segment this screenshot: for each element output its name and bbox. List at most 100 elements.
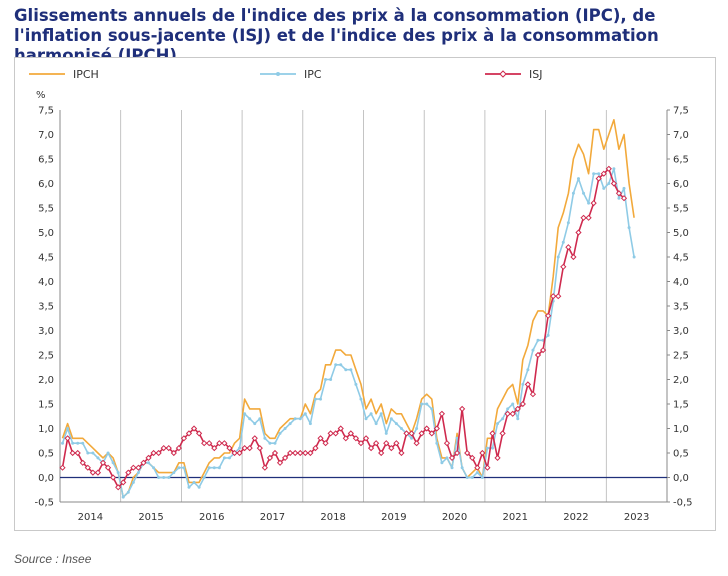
point-ipc [131,480,135,484]
point-isj [499,430,506,437]
point-ipc [283,427,287,430]
x-year-label: 2014 [78,512,103,523]
point-isj [484,464,491,471]
point-ipc [597,172,601,176]
y-tick-label-left: 1,5 [38,400,54,411]
point-isj [276,459,284,466]
point-ipc [96,456,100,460]
point-isj [195,430,203,437]
point-ipc [475,471,479,475]
y-tick-label-right: 7,5 [673,106,689,117]
y-tick-label-left: 4,5 [38,253,54,264]
y-tick-label-left: 5,5 [38,204,54,215]
point-ipc [384,431,388,435]
point-ipc [587,201,591,205]
point-ipc [308,422,312,426]
x-year-label: 2016 [199,512,224,523]
y-unit-label: % [36,90,46,101]
point-ipc [273,441,277,445]
point-ipc [450,466,454,470]
point-isj [287,449,294,457]
point-isj [99,459,107,466]
point-isj [428,430,435,437]
point-isj [469,454,476,462]
point-ipc [293,417,297,421]
y-tick-label-right: 1,0 [673,424,689,435]
series-line-ipch [61,118,635,498]
point-isj [175,444,182,452]
point-ipc [288,422,292,426]
point-ipc [121,495,125,499]
point-isj [464,449,471,457]
point-ipc [420,402,424,406]
series-line-ipc [61,168,635,498]
point-isj [150,449,157,457]
point-isj [135,464,142,471]
legend-label-ipch: IPCH [73,68,99,81]
point-ipc [602,186,606,190]
point-isj [145,454,152,462]
point-isj [373,440,380,447]
point-ipc [480,476,484,479]
point-ipc [212,466,216,470]
legend-marker-ipc [276,72,280,76]
point-ipc [440,461,444,465]
point-isj [509,410,516,417]
point-isj [327,430,334,437]
point-ipc [632,255,636,259]
point-isj [600,170,607,177]
x-year-label: 2023 [624,512,649,523]
point-ipc [501,417,505,421]
y-tick-label-right: 3,0 [673,326,689,337]
y-tick-label-right: 2,0 [673,375,689,386]
point-isj [206,440,213,447]
y-tick-label-right: 2,5 [673,351,689,362]
point-ipc [622,186,626,190]
point-isj [185,430,193,437]
point-isj [504,410,511,417]
point-isj [216,440,223,447]
point-ipc [303,412,307,416]
y-tick-label-left: 6,5 [38,155,54,166]
point-isj [342,435,349,442]
point-isj [524,381,532,388]
point-isj [226,444,233,452]
point-isj [494,454,501,462]
point-ipc [81,441,85,445]
point-isj [514,405,521,413]
point-isj [221,440,228,447]
point-ipc [268,441,272,445]
point-isj [550,293,557,300]
point-isj [180,435,188,442]
point-ipc [506,407,510,411]
point-ipc [536,338,540,342]
legend-label-ipc: IPC [304,68,322,81]
point-ipc [354,382,358,386]
point-isj [120,479,127,486]
point-ipc [627,226,631,230]
point-isj [378,449,385,457]
point-ipc [202,476,206,479]
point-isj [155,449,162,457]
point-isj [170,449,177,457]
point-ipc [61,441,65,445]
point-ipc [76,441,80,445]
point-isj [610,180,617,187]
y-tick-label-left: 3,0 [38,326,54,337]
point-ipc [152,466,156,470]
point-ipc [460,466,464,470]
point-ipc [207,466,211,470]
point-ipc [531,348,535,352]
point-isj [302,449,309,457]
point-ipc [278,431,282,435]
point-ipc [217,466,221,470]
point-ipc [430,407,434,411]
point-isj [312,444,319,452]
point-isj [539,346,547,354]
point-ipc [324,378,328,381]
point-isj [555,293,562,300]
point-ipc [592,172,596,176]
point-isj [362,435,370,442]
point-isj [565,244,572,251]
point-isj [165,444,172,452]
